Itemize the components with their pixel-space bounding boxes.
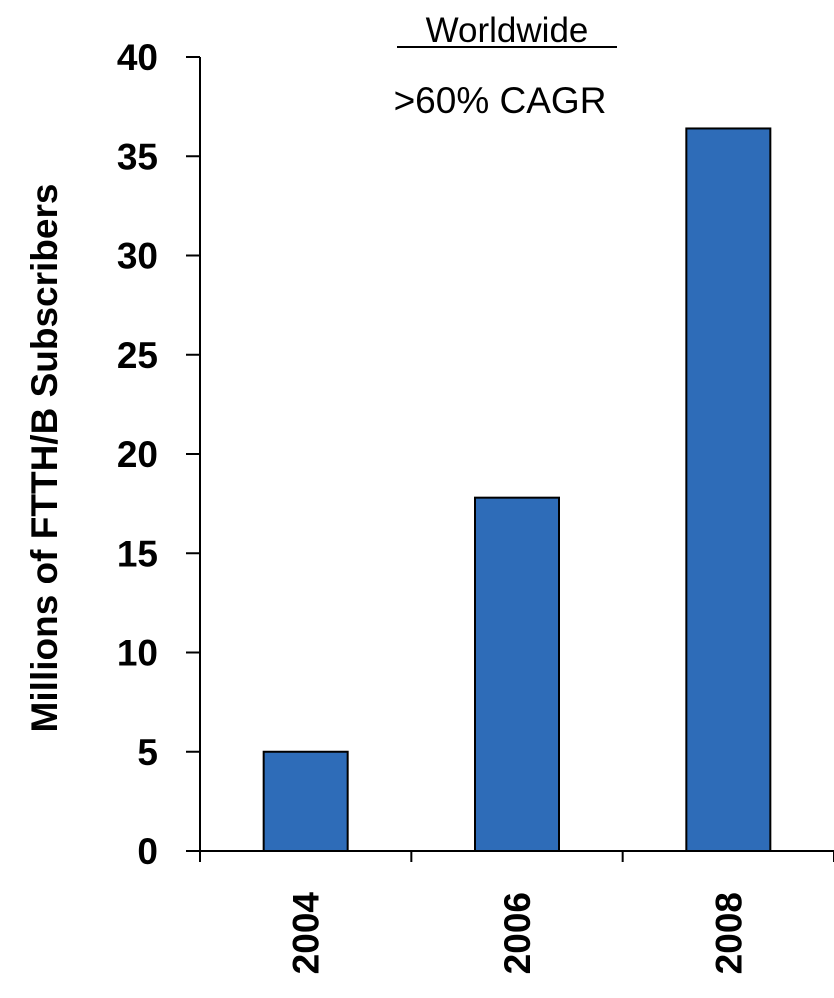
bar-2004 <box>262 750 349 852</box>
y-tick-label-5: 5 <box>137 732 158 773</box>
x-tick-label-2004: 2004 <box>286 892 327 975</box>
chart-subtitle: >60% CAGR <box>394 80 607 121</box>
y-tick-label-40: 40 <box>117 37 158 78</box>
y-tick-label-20: 20 <box>117 434 158 475</box>
bar-2008 <box>685 127 772 852</box>
chart-title: Worldwide <box>426 11 589 50</box>
y-tick-label-35: 35 <box>117 136 158 177</box>
bar-2006 <box>474 496 560 852</box>
y-tick-label-10: 10 <box>117 633 158 674</box>
y-tick-label-30: 30 <box>117 236 158 277</box>
x-tick-label-2008: 2008 <box>708 892 749 974</box>
x-tick-label-2006: 2006 <box>497 892 538 974</box>
y-axis-label: Millions of FTTH/B Subscribers <box>24 184 65 733</box>
y-tick-label-25: 25 <box>117 335 158 376</box>
plot-area: 0 5 10 15 20 25 30 35 40 2004 2006 2008 <box>117 37 834 974</box>
y-tick-label-15: 15 <box>117 533 158 574</box>
y-tick-label-0: 0 <box>137 831 158 872</box>
